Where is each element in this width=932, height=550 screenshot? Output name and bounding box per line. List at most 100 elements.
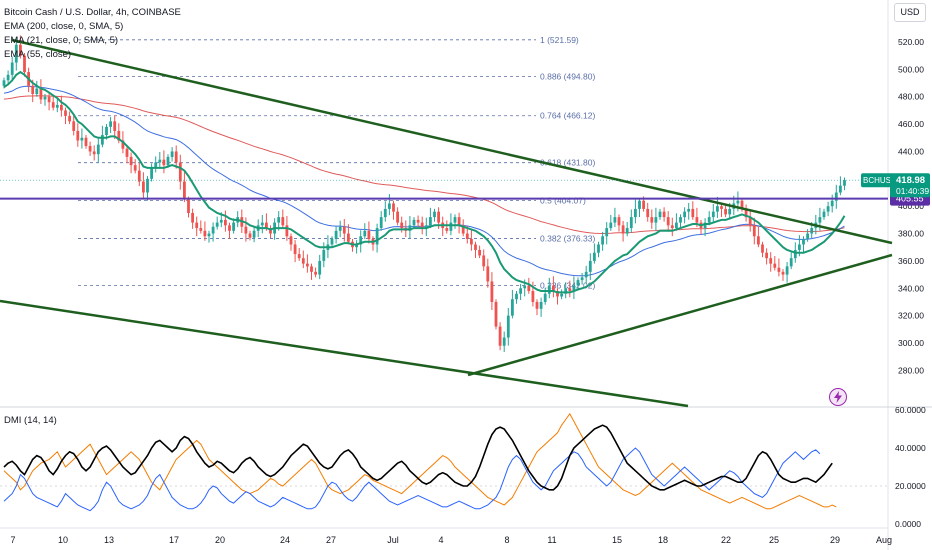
candle-body [498, 326, 502, 346]
time-tick-label: 7 [10, 535, 15, 545]
candle-body [716, 206, 719, 212]
last-price-label: 418.98 [896, 175, 925, 186]
candle-body [60, 104, 63, 111]
fib-level-label: 0.764 (466.12) [540, 111, 595, 121]
candle-body [658, 211, 662, 218]
fib-level-label: 0.5 (404.07) [540, 196, 586, 206]
currency-button[interactable]: USD [894, 3, 926, 22]
candle-body [101, 135, 104, 145]
candle-body [383, 208, 387, 218]
fib-level-label: 0.236 (342.02) [540, 281, 595, 291]
time-tick-label: 22 [721, 535, 731, 545]
candle-body [609, 222, 613, 229]
candle-body [531, 291, 535, 302]
time-tick-label: Aug [876, 535, 892, 545]
candle-body [588, 260, 592, 272]
lightning-icon[interactable] [829, 388, 847, 406]
candle-body [433, 211, 436, 218]
ema-200-legend[interactable]: EMA (200, close, 0, SMA, 5) [4, 21, 124, 32]
price-tick-label: 320.00 [898, 311, 924, 321]
candle-body [76, 130, 80, 141]
time-tick-label: 4 [438, 535, 443, 545]
ema-21-legend[interactable]: EMA (21, close, 0, SMA, 5) [4, 35, 119, 46]
candle-body [834, 192, 838, 201]
candle-body [474, 244, 477, 250]
candle-body [564, 288, 568, 294]
candle-body [543, 293, 547, 302]
candle-body [19, 44, 22, 56]
candle-body [687, 208, 691, 212]
candle-body [408, 225, 412, 231]
candle-body [769, 258, 773, 264]
candle-body [199, 228, 203, 231]
candle-body [162, 159, 166, 166]
candle-body [703, 222, 707, 229]
candle-body [761, 244, 764, 253]
candle-body [215, 222, 219, 227]
candle-body [646, 208, 650, 218]
candle-body [396, 211, 399, 223]
candle-body [6, 74, 10, 81]
candle-body [129, 156, 133, 166]
candle-body [113, 121, 117, 131]
candle-body [137, 170, 141, 182]
candle-body [285, 225, 289, 237]
time-tick-label: 11 [547, 535, 556, 545]
price-tick-label: 500.00 [898, 64, 924, 74]
candle-body [445, 228, 449, 231]
candle-body [166, 156, 170, 166]
candle-body [347, 233, 350, 242]
candle-body [601, 236, 604, 245]
candle-body [174, 151, 178, 163]
support-trendline [467, 253, 893, 377]
chart-symbol-title[interactable]: Bitcoin Cash / U.S. Dollar, 4h, COINBASE [4, 7, 181, 18]
candle-body [547, 285, 551, 294]
candle-body [178, 162, 182, 182]
candle-body [650, 217, 654, 223]
candle-body [154, 162, 158, 168]
candle-body [539, 301, 543, 309]
candle-body [757, 236, 760, 245]
fib-level-label: 0.618 (431.80) [540, 158, 595, 168]
candle-body [793, 249, 797, 259]
candle-body [711, 211, 715, 218]
candle-body [482, 255, 486, 267]
dmi-tick-label: 20.0000 [895, 481, 926, 491]
candle-body [158, 159, 162, 163]
candle-body [765, 252, 768, 259]
ema-21-line [3, 70, 846, 294]
ema-200-line [3, 95, 845, 235]
candle-body [789, 258, 793, 267]
candle-body [289, 236, 293, 245]
candle-body [568, 288, 572, 292]
time-tick-label: Jul [387, 535, 399, 545]
candle-body [31, 85, 35, 94]
candle-body [342, 226, 346, 234]
candle-body [506, 315, 510, 338]
time-tick-label: 20 [215, 535, 225, 545]
candle-body [695, 217, 699, 223]
candle-body [47, 96, 51, 103]
price-tick-label: 460.00 [898, 119, 924, 129]
candle-body [51, 102, 55, 108]
time-tick-label: 29 [830, 535, 840, 545]
fib-level-label: 0.886 (494.80) [540, 71, 595, 81]
time-tick-label: 18 [658, 535, 668, 545]
candle-body [806, 233, 809, 240]
price-tick-label: 360.00 [898, 256, 924, 266]
dmi-legend[interactable]: DMI (14, 14) [4, 415, 57, 426]
candle-body [744, 208, 748, 218]
candle-body [10, 62, 14, 75]
time-tick-label: 25 [769, 535, 779, 545]
candle-body [133, 165, 137, 171]
candle-body [88, 145, 92, 152]
candle-body [437, 211, 440, 223]
ema-55-line [3, 85, 845, 277]
time-tick-label: 10 [58, 535, 68, 545]
candle-body [400, 222, 404, 229]
candle-body [125, 148, 129, 157]
candle-body [490, 281, 494, 302]
ema-55-legend[interactable]: EMA (55, close) [4, 49, 72, 60]
candle-body [318, 260, 322, 275]
time-tick-label: 8 [504, 535, 509, 545]
